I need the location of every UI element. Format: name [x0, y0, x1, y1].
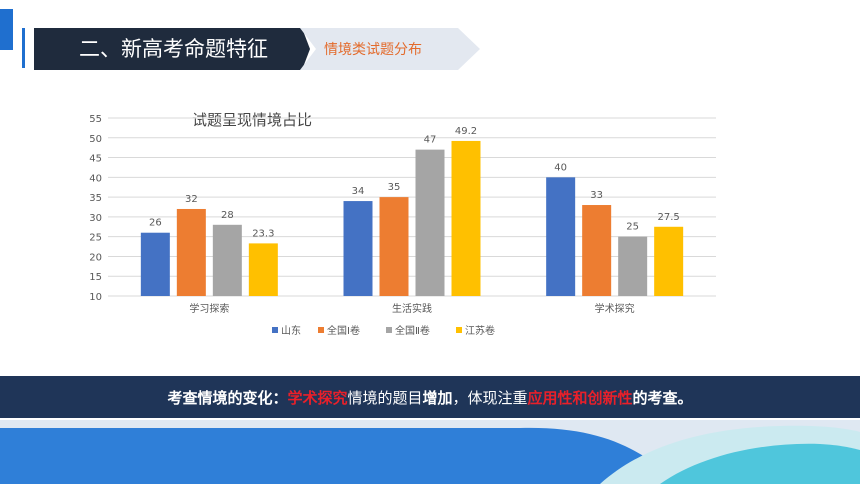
bar: [618, 236, 648, 296]
x-tick-label: 学术探究: [595, 302, 635, 315]
chart-title: 试题呈现情境占比: [192, 111, 312, 129]
banner-highlight-1: 学术探究: [287, 389, 348, 407]
y-tick-label: 45: [89, 154, 102, 165]
banner-part-7: 的考查。: [632, 389, 693, 407]
subtitle-arrow: [300, 28, 480, 70]
y-tick-label: 25: [89, 233, 102, 244]
data-label: 32: [185, 194, 198, 205]
data-label: 40: [554, 162, 567, 173]
bar: [140, 232, 170, 296]
y-tick-label: 35: [89, 193, 102, 204]
data-label: 47: [424, 135, 437, 146]
legend-swatch: [456, 327, 462, 333]
bar: [212, 224, 242, 296]
bar: [415, 149, 445, 296]
banner-part-4: 增加: [422, 389, 453, 407]
section-title: 二、新高考命题特征: [79, 37, 268, 61]
bar: [582, 205, 612, 296]
data-label: 27.5: [658, 212, 680, 223]
subtitle: 情境类试题分布: [324, 42, 422, 58]
banner-highlight-2: 应用性和创新性: [527, 389, 633, 407]
legend-swatch: [386, 327, 392, 333]
accent-bar: [0, 9, 13, 50]
y-tick-label: 15: [89, 272, 102, 283]
legend-label: 全国Ⅱ卷: [395, 324, 430, 337]
bar: [654, 226, 684, 296]
data-label: 26: [149, 218, 162, 229]
banner-part-1: 考查情境的变化：: [167, 389, 288, 407]
legend-label: 全国Ⅰ卷: [327, 324, 360, 337]
bar: [546, 177, 576, 296]
data-label: 33: [590, 190, 603, 201]
data-label: 25: [626, 222, 639, 233]
y-tick-label: 20: [89, 252, 102, 263]
legend-label: 山东: [281, 324, 301, 337]
bar: [248, 243, 278, 296]
legend-label: 江苏卷: [465, 324, 495, 337]
banner-part-3: 情境的题目: [347, 389, 423, 407]
accent-line: [22, 28, 25, 68]
data-label: 23.3: [252, 228, 274, 239]
conclusion-banner: [0, 376, 860, 420]
y-tick-label: 40: [89, 173, 102, 184]
data-label: 35: [388, 182, 401, 193]
bar: [176, 208, 206, 296]
y-tick-label: 30: [89, 213, 102, 224]
y-tick-label: 55: [89, 114, 102, 125]
bar: [343, 201, 373, 296]
conclusion-text: 考查情境的变化：学术探究情境的题目增加，体现注重应用性和创新性的考查。: [0, 387, 860, 408]
decorative-waves: [0, 418, 860, 484]
bar: [379, 197, 409, 296]
banner-part-5: ，体现注重: [452, 389, 528, 407]
legend-swatch: [318, 327, 324, 333]
bar: [451, 140, 481, 296]
x-tick-label: 学习探索: [189, 302, 229, 315]
data-label: 28: [221, 210, 234, 221]
y-tick-label: 50: [89, 134, 102, 145]
x-tick-label: 生活实践: [392, 302, 432, 315]
data-label: 49.2: [455, 126, 477, 137]
title-box: [34, 28, 310, 70]
y-tick-label: 10: [89, 292, 102, 303]
legend-swatch: [272, 327, 278, 333]
data-label: 34: [352, 186, 365, 197]
